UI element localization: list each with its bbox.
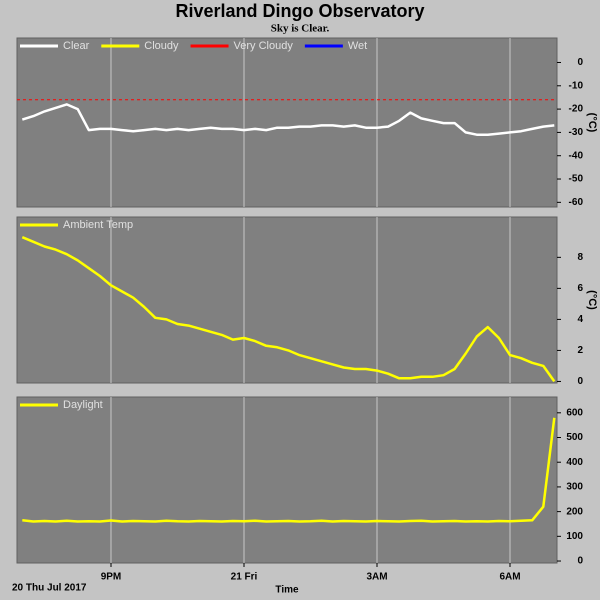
legend-label: Wet	[348, 40, 367, 52]
legend-label: Ambient Temp	[63, 219, 133, 231]
y-tick-label: 500	[566, 432, 583, 443]
plot-area	[16, 216, 558, 384]
y-tick-label: 8	[577, 252, 583, 263]
y-tick-label: -60	[569, 197, 584, 208]
y-axis-label: (°C)	[586, 113, 598, 133]
y-tick-label: 0	[577, 556, 583, 567]
y-tick-label: -50	[569, 174, 584, 185]
x-axis-label: Time	[275, 585, 299, 596]
x-tick-label: 21 Fri	[231, 572, 258, 583]
y-tick-label: 300	[566, 482, 583, 493]
y-tick-label: 400	[566, 457, 583, 468]
date-label: 20 Thu Jul 2017	[12, 583, 87, 594]
plot-area	[16, 37, 558, 208]
plot-area	[16, 396, 558, 564]
x-tick-label: 3AM	[366, 572, 387, 583]
series-line	[22, 417, 556, 523]
y-tick-label: 0	[577, 57, 583, 68]
legend-label: Clear	[63, 40, 90, 52]
y-tick-label: -40	[569, 150, 584, 161]
y-tick-label: -30	[569, 127, 584, 138]
y-tick-label: 600	[566, 407, 583, 418]
y-tick-label: 100	[566, 531, 583, 542]
legend-label: Very Cloudy	[234, 40, 294, 52]
x-tick-label: 6AM	[499, 572, 520, 583]
y-tick-label: 0	[577, 376, 583, 387]
y-tick-label: 6	[577, 283, 583, 294]
y-tick-label: 200	[566, 506, 583, 517]
chart-title: Riverland Dingo Observatory	[175, 1, 424, 21]
chart-subtitle: Sky is Clear.	[271, 23, 330, 35]
series-line	[21, 236, 556, 383]
y-tick-label: 4	[577, 314, 583, 325]
y-tick-label: 2	[577, 345, 583, 356]
y-tick-label: -10	[569, 80, 584, 91]
y-axis-label: (°C)	[586, 290, 598, 310]
legend-label: Cloudy	[144, 40, 179, 52]
legend-label: Daylight	[63, 399, 103, 411]
x-tick-label: 9PM	[101, 572, 122, 583]
y-tick-label: -20	[569, 104, 584, 115]
series-line	[21, 103, 555, 136]
